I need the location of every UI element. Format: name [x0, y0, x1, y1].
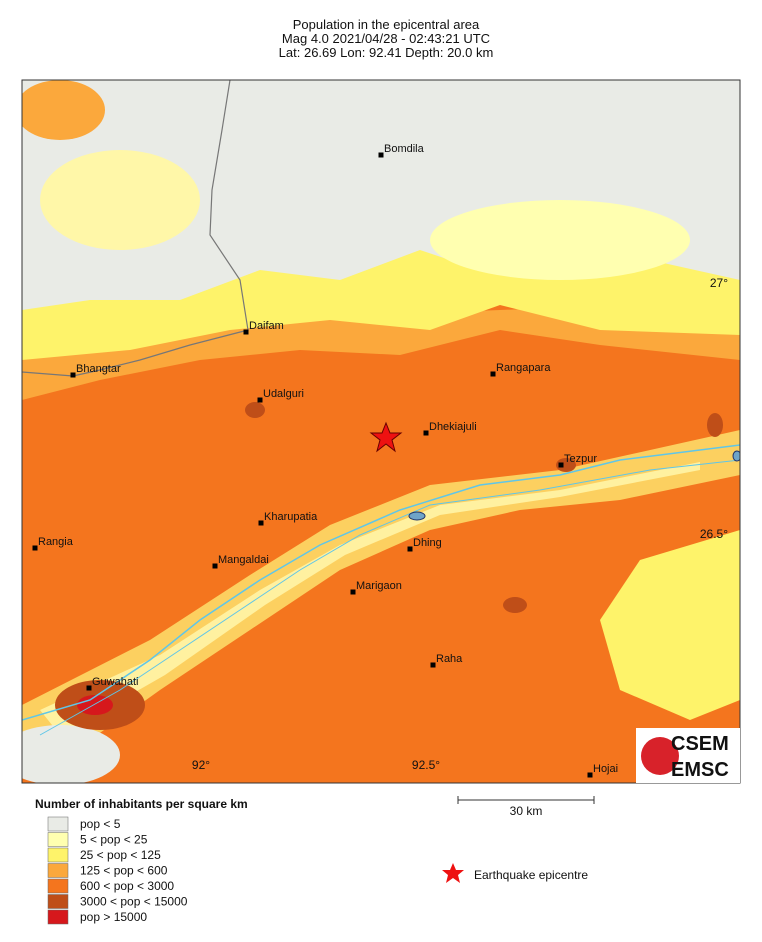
legend-star — [442, 863, 464, 883]
logo-top: CSEM — [671, 733, 729, 755]
place-marker — [430, 662, 436, 668]
river — [22, 444, 740, 721]
place-label: Tezpur — [564, 453, 597, 465]
legend-swatch — [47, 816, 69, 832]
logo-bottom: EMSC — [671, 759, 729, 781]
place-marker — [423, 430, 429, 436]
place-label: Hojai — [593, 763, 618, 775]
dense-patch — [503, 597, 527, 613]
legend-label: pop < 5 — [80, 817, 121, 831]
place-marker — [587, 772, 593, 778]
place-marker — [257, 397, 263, 403]
mountain-area — [22, 80, 740, 310]
sparse-patch — [22, 725, 120, 783]
place-marker — [378, 152, 384, 158]
place-marker — [258, 520, 264, 526]
river — [39, 459, 740, 736]
lon-label: 92° — [192, 758, 210, 772]
place-marker — [350, 589, 356, 595]
place-label: Rangia — [38, 536, 74, 548]
place-marker — [243, 329, 249, 335]
sparse-patch — [40, 150, 200, 250]
title: Population in the epicentral area — [293, 17, 480, 32]
legend-swatch — [47, 894, 69, 909]
southeast-area — [600, 530, 740, 720]
lat-label: 27° — [710, 276, 728, 290]
dense-patch — [556, 458, 576, 472]
place-marker — [212, 563, 218, 569]
place-label: Daifam — [249, 320, 284, 332]
dense-patch — [707, 413, 723, 437]
place-label: Rangapara — [496, 362, 551, 374]
place-label: Guwahati — [92, 676, 138, 688]
legend-label: 25 < pop < 125 — [80, 848, 161, 862]
legend-swatch — [47, 847, 69, 863]
place-label: Bhangtar — [76, 363, 121, 375]
place-label: Dhing — [413, 537, 442, 549]
place-marker — [490, 371, 496, 377]
legend-swatch — [47, 909, 69, 925]
legend-label: 125 < pop < 600 — [80, 864, 168, 878]
place-label: Dhekiajuli — [429, 421, 477, 433]
place-marker — [86, 685, 92, 691]
place-label: Raha — [436, 653, 463, 665]
places: Bomdila Daifam Bhangtar Udalguri Rangapara Dh… — [32, 143, 728, 778]
place-label: Marigaon — [356, 580, 402, 592]
lake — [732, 450, 740, 462]
place-label: Mangaldai — [218, 554, 269, 566]
lake — [408, 511, 426, 521]
legend-label: 600 < pop < 3000 — [80, 879, 174, 893]
legend-label: pop > 15000 — [80, 910, 147, 924]
place-marker — [32, 545, 38, 551]
location-info: Lat: 26.69 Lon: 92.41 Depth: 20.0 km — [279, 45, 494, 60]
map-frame — [21, 79, 741, 784]
epicentre-star — [369, 421, 403, 453]
epicentre-label: Earthquake epicentre — [474, 868, 588, 882]
lat-label: 26.5° — [700, 527, 728, 541]
scale-label: 30 km — [510, 804, 543, 818]
urban-patch — [77, 695, 113, 715]
logo: CSEM EMSC — [636, 728, 740, 783]
sparse-patch — [22, 80, 105, 140]
legend-swatch — [47, 832, 69, 847]
legend-title: Number of inhabitants per square km — [35, 797, 248, 811]
place-marker — [558, 462, 564, 468]
legend-label: 5 < pop < 25 — [80, 833, 148, 847]
place-label: Bomdila — [384, 143, 425, 155]
place-label: Udalguri — [263, 388, 304, 400]
place-label: Kharupatia — [264, 511, 318, 523]
map — [22, 80, 740, 783]
place-marker — [407, 546, 413, 552]
legend-swatch — [47, 863, 69, 878]
legend-label: 3000 < pop < 15000 — [80, 895, 188, 909]
sparse-patch — [430, 200, 690, 280]
valley — [22, 430, 740, 775]
lon-label: 92.5° — [412, 758, 440, 772]
place-marker — [70, 372, 76, 378]
event-info: Mag 4.0 2021/04/28 - 02:43:21 UTC — [282, 31, 490, 46]
logo-globe — [641, 737, 679, 775]
dense-patch — [245, 402, 265, 418]
legend-swatch — [47, 878, 69, 894]
